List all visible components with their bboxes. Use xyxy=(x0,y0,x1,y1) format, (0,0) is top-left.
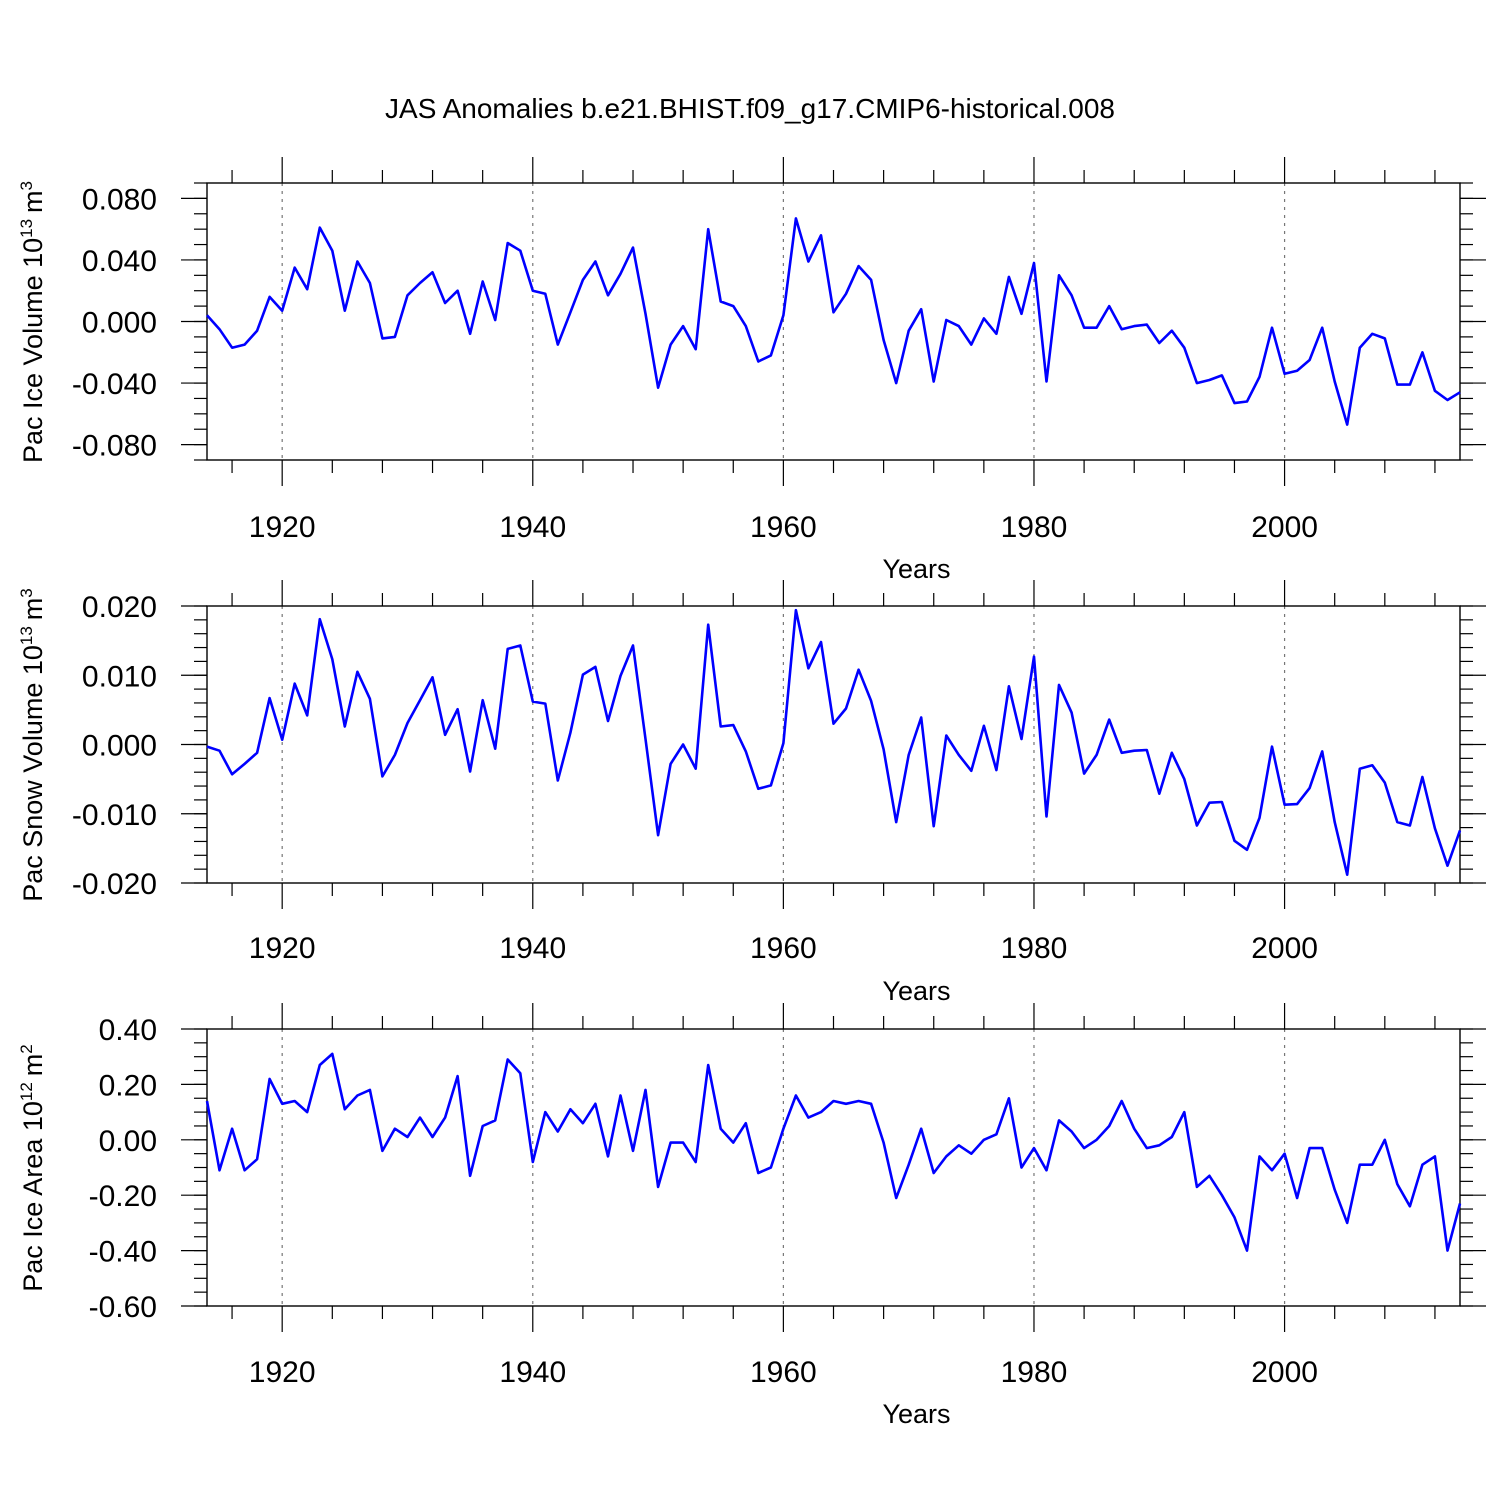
y-tick-label: -0.080 xyxy=(72,430,157,463)
x-tick-label: 2000 xyxy=(1251,932,1318,965)
y-tick-label: -0.20 xyxy=(89,1180,157,1213)
y-axis-title-exponent: 12 xyxy=(17,1082,36,1101)
y-axis-title-exponent: 13 xyxy=(17,219,36,238)
x-tick-label: 1920 xyxy=(249,1356,316,1389)
x-tick-label: 1980 xyxy=(1001,511,1068,544)
x-tick-label: 1940 xyxy=(499,1356,566,1389)
x-axis-title: Years xyxy=(882,976,950,1006)
y-tick-label: 0.00 xyxy=(99,1125,157,1158)
series-line xyxy=(206,217,1461,426)
y-axis-title: Pac Snow Volume 1013 m3 xyxy=(17,588,48,902)
x-tick-label: 1940 xyxy=(499,932,566,965)
y-axis-title-unit-exponent: 2 xyxy=(17,1044,36,1053)
chart-panels: 1920 1940 1960 1980 2000Years0.0800.0400.000… xyxy=(17,157,1486,1429)
x-tick-label: 1920 xyxy=(249,511,316,544)
x-tick-label: 2000 xyxy=(1251,1356,1318,1389)
y-tick-label: -0.010 xyxy=(72,799,157,832)
y-tick-label: 0.000 xyxy=(82,730,157,763)
y-tick-label: -0.040 xyxy=(72,368,157,401)
x-axis-title: Years xyxy=(882,554,950,584)
plot-frame xyxy=(206,1028,1461,1307)
chart-panel-3: 1920 1940 1960 1980 2000 Years 0.40 0.20 0.00 -0.… xyxy=(17,1003,1486,1429)
y-tick-label: 0.080 xyxy=(82,183,157,216)
y-axis-title-unit-exponent: 3 xyxy=(17,181,36,190)
y-tick-label: 0.010 xyxy=(82,660,157,693)
x-tick-label: 1980 xyxy=(1001,1356,1068,1389)
x-tick-label: 2000 xyxy=(1251,511,1318,544)
y-tick-label: 0.000 xyxy=(82,307,157,340)
y-tick-label: -0.40 xyxy=(89,1236,157,1269)
y-axis-title: Pac Ice Volume 1013 m3 xyxy=(17,181,48,463)
y-axis-title-text: Pac Ice Volume 10 xyxy=(18,238,48,463)
y-tick-label: 0.020 xyxy=(82,591,157,624)
y-tick-label: -0.020 xyxy=(72,868,157,901)
series-line xyxy=(206,608,1462,877)
series-line xyxy=(205,1052,1462,1252)
y-tick-label: 0.040 xyxy=(82,245,157,278)
x-tick-label: 1920 xyxy=(249,932,316,965)
x-axis-title: Years xyxy=(882,1399,950,1429)
x-tick-label: 1980 xyxy=(1001,932,1068,965)
y-axis-title-unit: m xyxy=(18,1054,48,1077)
y-axis-title-exponent: 13 xyxy=(17,626,36,645)
y-axis-title-unit: m xyxy=(18,598,48,621)
y-axis-title-unit-exponent: 3 xyxy=(17,588,36,597)
y-tick-label: -0.60 xyxy=(89,1291,157,1324)
x-tick-label: 1960 xyxy=(750,511,817,544)
x-tick-label: 1960 xyxy=(750,1356,817,1389)
plot-frame xyxy=(206,182,1461,461)
x-tick-label: 1960 xyxy=(750,932,817,965)
y-axis-title-unit: m xyxy=(18,190,48,213)
y-tick-label: 0.40 xyxy=(99,1014,157,1047)
y-axis-title: Pac Ice Area 1012 m2 xyxy=(17,1044,48,1292)
chart-title: JAS Anomalies b.e21.BHIST.f09_g17.CMIP6-… xyxy=(385,93,1115,124)
y-axis-title-text: Pac Ice Area 10 xyxy=(18,1101,48,1292)
plot-frame xyxy=(206,605,1461,884)
x-tick-label: 1940 xyxy=(499,511,566,544)
chart-panel-1: 1920 1940 1960 1980 2000 Years 0.080 0.040 0.000… xyxy=(17,157,1486,584)
y-axis-title-text: Pac Snow Volume 10 xyxy=(18,645,48,902)
chart-panel-2: 1920 1940 1960 1980 2000 Years 0.020 0.010 0.000… xyxy=(17,580,1486,1006)
y-tick-label: 0.20 xyxy=(99,1069,157,1102)
